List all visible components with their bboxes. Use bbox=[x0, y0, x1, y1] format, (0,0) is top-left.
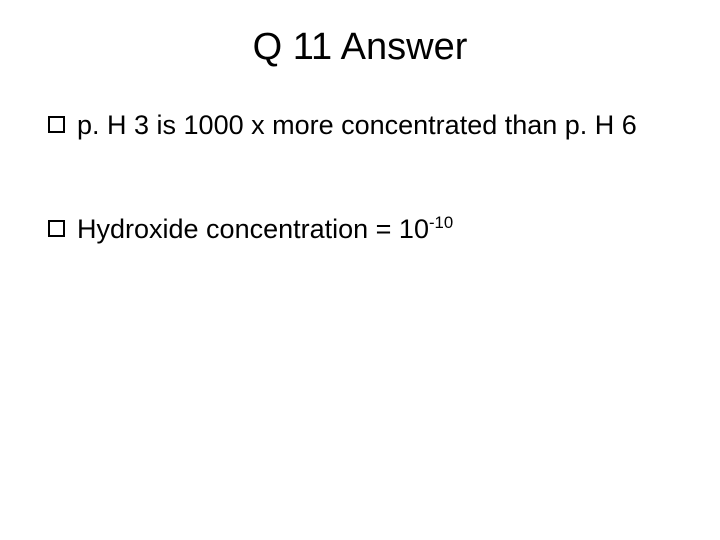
slide-title: Q 11 Answer bbox=[30, 26, 690, 69]
list-item: p. H 3 is 1000 x more concentrated than … bbox=[48, 109, 690, 143]
square-bullet-icon bbox=[48, 220, 65, 237]
bullet-text: p. H 3 is 1000 x more concentrated than … bbox=[77, 109, 637, 143]
slide: Q 11 Answer p. H 3 is 1000 x more concen… bbox=[0, 0, 720, 540]
bullet-list: p. H 3 is 1000 x more concentrated than … bbox=[30, 109, 690, 247]
list-item: Hydroxide concentration = 10-10 bbox=[48, 213, 690, 247]
bullet-text: Hydroxide concentration = 10-10 bbox=[77, 213, 453, 247]
square-bullet-icon bbox=[48, 116, 65, 133]
